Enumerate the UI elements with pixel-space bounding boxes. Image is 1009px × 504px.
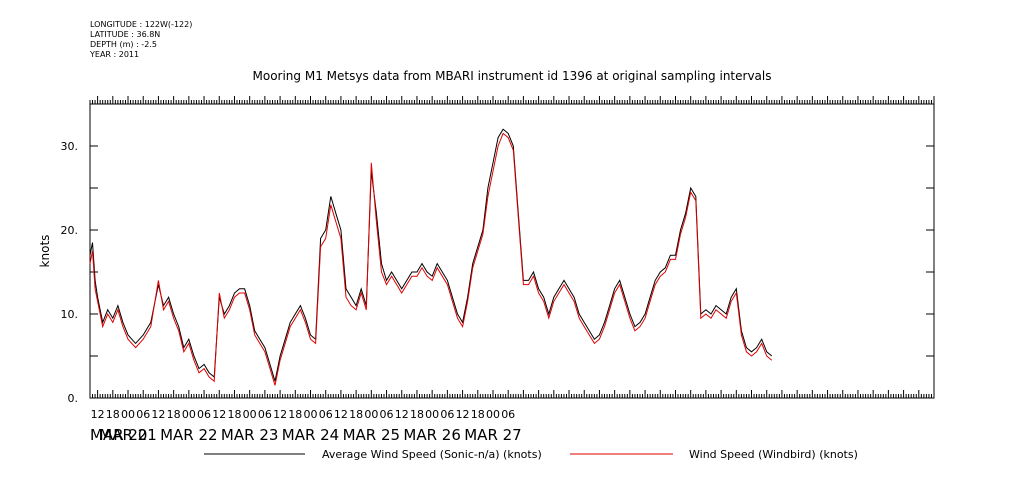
chart-title: Mooring M1 Metsys data from MBARI instru… bbox=[253, 69, 772, 83]
y-tick-label: 30. bbox=[61, 140, 79, 153]
x-hour-label: 00 bbox=[304, 408, 318, 421]
x-day-label: MAR 27 bbox=[464, 426, 521, 444]
x-day-label: MAR 25 bbox=[343, 426, 400, 444]
x-hour-label: 00 bbox=[425, 408, 439, 421]
x-hour-label: 06 bbox=[380, 408, 394, 421]
x-hour-label: 06 bbox=[136, 408, 150, 421]
y-tick-label: 20. bbox=[61, 224, 79, 237]
series-lines bbox=[89, 128, 773, 386]
x-hour-label: 18 bbox=[106, 408, 120, 421]
legend: Average Wind Speed (Sonic-n/a) (knots) W… bbox=[204, 448, 858, 461]
y-axis-label: knots bbox=[38, 235, 52, 268]
x-hour-labels: 12 18 00 06 12 18 00 06 12 18 00 06 12 18 00 06 12 18 00 06… bbox=[91, 408, 516, 421]
x-day-label: MAR 22 bbox=[160, 426, 217, 444]
x-hour-label: 12 bbox=[273, 408, 287, 421]
x-hour-label: 12 bbox=[395, 408, 409, 421]
x-day-label: MAR 20 bbox=[90, 426, 147, 444]
x-hour-label: 12 bbox=[212, 408, 226, 421]
series-average-wind-speed bbox=[89, 128, 773, 382]
x-hour-label: 18 bbox=[410, 408, 424, 421]
series-windbird-wind-speed bbox=[89, 132, 773, 386]
x-day-label: MAR 21 bbox=[99, 426, 156, 444]
x-hour-label: 00 bbox=[243, 408, 257, 421]
x-hour-label: 00 bbox=[486, 408, 500, 421]
axis-ticks bbox=[89, 96, 935, 399]
x-hour-label: 00 bbox=[182, 408, 196, 421]
y-tick-label: 10. bbox=[61, 308, 79, 321]
x-hour-label: 18 bbox=[167, 408, 181, 421]
x-hour-label: 00 bbox=[121, 408, 135, 421]
x-hour-label: 12 bbox=[151, 408, 165, 421]
x-hour-label: 06 bbox=[501, 408, 515, 421]
x-hour-label: 06 bbox=[197, 408, 211, 421]
x-hour-label: 06 bbox=[440, 408, 454, 421]
x-hour-label: 18 bbox=[471, 408, 485, 421]
year-label: YEAR : 2011 bbox=[90, 50, 140, 59]
y-tick-labels: 0. 10. 20. 30. bbox=[61, 140, 79, 405]
x-hour-label: 06 bbox=[258, 408, 272, 421]
y-tick-label: 0. bbox=[68, 392, 79, 405]
x-hour-label: 12 bbox=[334, 408, 348, 421]
latitude-label: LATITUDE : 36.8N bbox=[90, 30, 161, 39]
x-day-label: MAR 26 bbox=[403, 426, 460, 444]
x-hour-label: 18 bbox=[227, 408, 241, 421]
x-day-label: MAR 24 bbox=[282, 426, 339, 444]
x-hour-label: 18 bbox=[288, 408, 302, 421]
legend-label-average: Average Wind Speed (Sonic-n/a) (knots) bbox=[322, 448, 542, 461]
metadata-block: LONGITUDE : 122W(-122) LATITUDE : 36.8N … bbox=[90, 20, 192, 60]
legend-label-windbird: Wind Speed (Windbird) (knots) bbox=[689, 448, 858, 461]
plot-frame bbox=[89, 103, 935, 399]
x-hour-label: 06 bbox=[319, 408, 333, 421]
x-hour-label: 12 bbox=[456, 408, 470, 421]
x-hour-label: 00 bbox=[364, 408, 378, 421]
x-day-label: MAR 23 bbox=[221, 426, 278, 444]
x-hour-label: 18 bbox=[349, 408, 363, 421]
depth-label: DEPTH (m) : -2.5 bbox=[90, 40, 157, 49]
longitude-label: LONGITUDE : 122W(-122) bbox=[90, 20, 193, 29]
x-hour-label: 12 bbox=[91, 408, 105, 421]
